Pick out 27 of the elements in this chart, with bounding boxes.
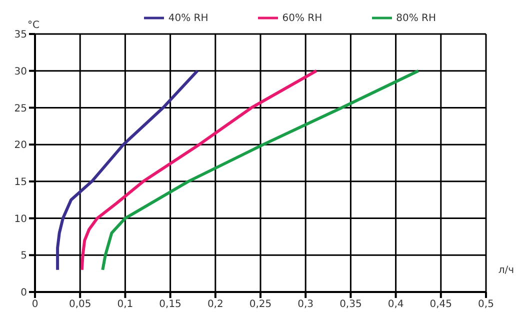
x-axis-title: л/ч — [498, 265, 514, 276]
y-tick-label: 25 — [14, 103, 27, 114]
x-tick-label: 0,5 — [478, 299, 494, 310]
y-tick-label: 30 — [14, 66, 27, 78]
y-tick-label: 10 — [14, 214, 27, 225]
y-tick-label: 0 — [20, 288, 27, 299]
y-tick-label: 15 — [14, 176, 27, 188]
y-tick-label: 35 — [14, 30, 27, 41]
y-tick-label: 20 — [14, 140, 27, 152]
legend-label: 40% RH — [168, 12, 208, 24]
x-tick-label: 0,25 — [249, 299, 272, 310]
line-series — [80, 69, 318, 272]
x-tick-label: 0,2 — [207, 299, 224, 310]
x-tick-label: 0,4 — [388, 299, 404, 310]
y-tick-label: 5 — [20, 250, 27, 262]
x-tick-label: 0,15 — [159, 299, 182, 310]
x-tick-label: 0 — [32, 299, 38, 310]
legend-label: 60% RH — [282, 12, 322, 24]
x-tick-label: 0,35 — [340, 299, 362, 310]
legend-label: 80% RH — [396, 12, 436, 24]
line-series — [101, 69, 420, 272]
x-tick-label: 0,45 — [430, 299, 452, 310]
line-series — [56, 69, 199, 272]
y-axis-title: °C — [28, 20, 40, 31]
x-tick-label: 0,05 — [68, 299, 92, 310]
x-tick-label: 0,1 — [117, 299, 134, 310]
x-tick-label: 0,3 — [298, 299, 314, 310]
